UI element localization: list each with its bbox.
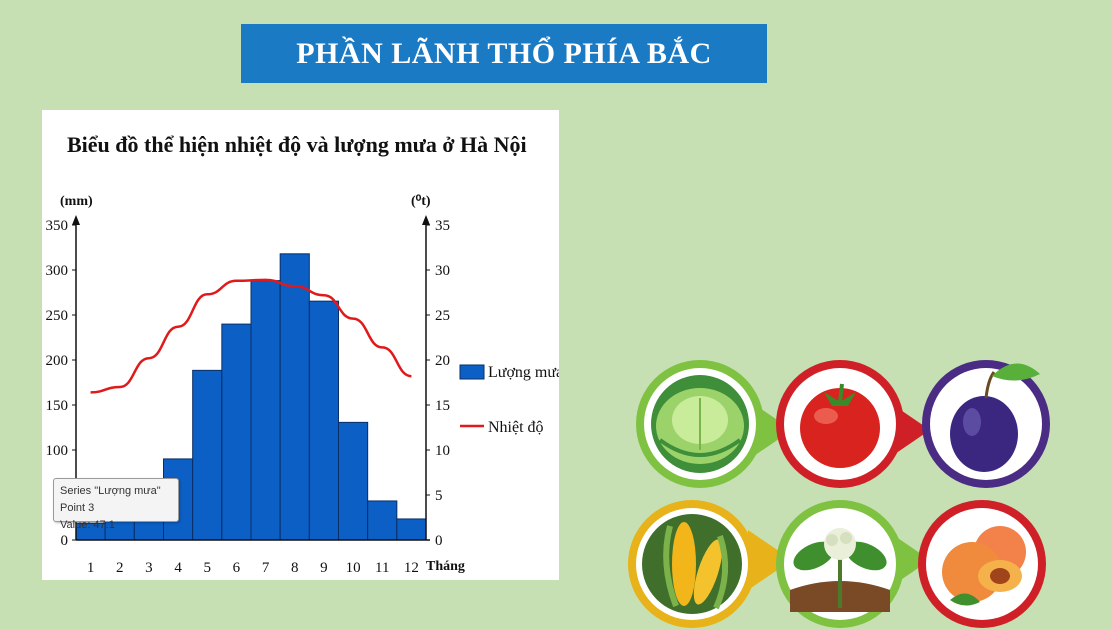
right-tick-label: 15 — [435, 398, 450, 414]
produce-icons — [620, 350, 1112, 630]
right-tick-label: 30 — [435, 263, 450, 279]
x-tick-label: 5 — [204, 560, 212, 576]
cabbage-icon — [636, 360, 764, 488]
bar-6 — [221, 323, 252, 541]
x-tick-label: 8 — [291, 560, 299, 576]
peach-icon — [918, 500, 1046, 628]
right-tick-label: 0 — [435, 533, 443, 549]
x-tick-label: 7 — [262, 560, 270, 576]
legend-swatch-rain — [459, 364, 485, 380]
left-tick-label: 150 — [46, 398, 69, 414]
x-tick-label: 11 — [375, 560, 389, 576]
right-tick-label: 10 — [435, 443, 450, 459]
banner-title: PHẦN LÃNH THỔ PHÍA BẮC — [296, 36, 712, 70]
bar-9 — [308, 300, 340, 541]
legend-label-temp: Nhiệt độ — [488, 419, 544, 436]
right-tick-label: 20 — [435, 353, 450, 369]
left-tick-label: 200 — [46, 353, 69, 369]
x-tick-label: 12 — [404, 560, 419, 576]
right-tick-label: 25 — [435, 308, 450, 324]
chart-title: Biểu đồ thể hiện nhiệt độ và lượng mưa ở… — [67, 132, 527, 157]
x-tick-label: 4 — [174, 560, 182, 576]
bar-11 — [367, 500, 398, 541]
x-tick-label: 2 — [116, 560, 124, 576]
bar-12 — [396, 518, 427, 541]
corn-icon — [628, 500, 756, 628]
bar-5 — [192, 369, 223, 541]
chart-tooltip: Series "Lượng mưa" Point 3 Value: 47.1 — [53, 478, 179, 531]
left-tick-label: 350 — [46, 218, 69, 234]
x-axis-label: Tháng — [426, 559, 465, 574]
left-axis-arrow — [72, 215, 80, 225]
right-tick-label: 5 — [435, 488, 443, 504]
right-axis-arrow — [422, 215, 430, 225]
bar-7 — [250, 280, 281, 541]
tooltip-value: Value: 47.1 — [60, 519, 115, 531]
plum-icon — [922, 360, 1050, 488]
left-tick-label: 250 — [46, 308, 69, 324]
x-tick-label: 1 — [87, 560, 95, 576]
tomato-icon — [776, 360, 904, 488]
arrow-right-icon — [748, 530, 792, 590]
bar-8 — [279, 253, 310, 541]
x-tick-label: 9 — [320, 560, 328, 576]
left-axis-unit: (mm) — [60, 194, 93, 209]
bar-10 — [338, 421, 369, 541]
x-tick-label: 6 — [233, 560, 241, 576]
left-tick-label: 300 — [46, 263, 69, 279]
right-axis-unit: (⁰t) — [411, 194, 431, 209]
legend-label-rain: Lượng mưa — [488, 364, 559, 381]
left-tick-label: 100 — [46, 443, 69, 459]
right-tick-label: 35 — [435, 218, 450, 234]
x-tick-label: 10 — [346, 560, 361, 576]
chart-legend: Lượng mưa Nhiệt độ — [459, 364, 559, 436]
cauliflower-icon — [776, 500, 904, 628]
tooltip-series: Series "Lượng mưa" Point 3 — [60, 485, 161, 514]
title-banner: PHẦN LÃNH THỔ PHÍA BẮC — [241, 24, 767, 83]
temperature-line — [90, 278, 412, 394]
x-tick-label: 3 — [145, 560, 153, 576]
left-tick-label: 0 — [61, 533, 69, 549]
